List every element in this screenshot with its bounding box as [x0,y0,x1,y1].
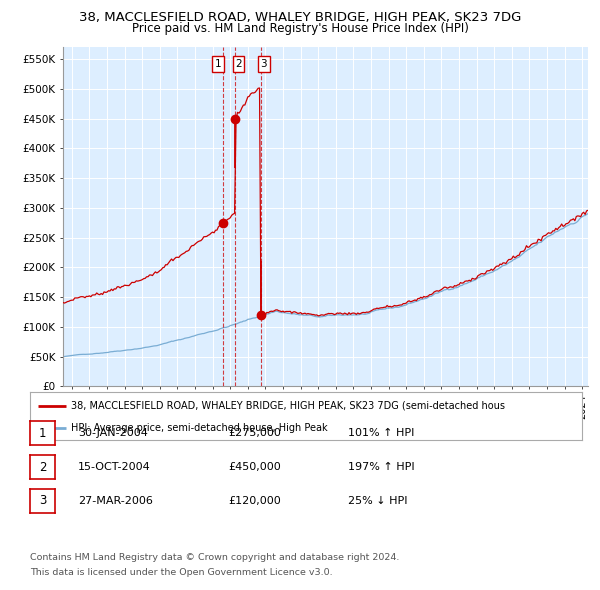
Text: 1: 1 [39,427,46,440]
Text: 25% ↓ HPI: 25% ↓ HPI [348,496,407,506]
Text: £275,000: £275,000 [228,428,281,438]
Text: 15-OCT-2004: 15-OCT-2004 [78,462,151,472]
Text: 101% ↑ HPI: 101% ↑ HPI [348,428,415,438]
Text: 2: 2 [39,461,46,474]
Text: 197% ↑ HPI: 197% ↑ HPI [348,462,415,472]
Text: Price paid vs. HM Land Registry's House Price Index (HPI): Price paid vs. HM Land Registry's House … [131,22,469,35]
Text: 27-MAR-2006: 27-MAR-2006 [78,496,153,506]
Text: HPI: Average price, semi-detached house, High Peak: HPI: Average price, semi-detached house,… [71,423,328,432]
Text: 38, MACCLESFIELD ROAD, WHALEY BRIDGE, HIGH PEAK, SK23 7DG: 38, MACCLESFIELD ROAD, WHALEY BRIDGE, HI… [79,11,521,24]
Text: 2: 2 [235,59,242,69]
Text: 3: 3 [39,494,46,507]
Text: 1: 1 [215,59,222,69]
Text: 38, MACCLESFIELD ROAD, WHALEY BRIDGE, HIGH PEAK, SK23 7DG (semi-detached hous: 38, MACCLESFIELD ROAD, WHALEY BRIDGE, HI… [71,401,505,411]
Text: 30-JAN-2004: 30-JAN-2004 [78,428,148,438]
Text: £450,000: £450,000 [228,462,281,472]
Text: 3: 3 [260,59,267,69]
Text: Contains HM Land Registry data © Crown copyright and database right 2024.: Contains HM Land Registry data © Crown c… [30,553,400,562]
Text: This data is licensed under the Open Government Licence v3.0.: This data is licensed under the Open Gov… [30,568,332,577]
Text: £120,000: £120,000 [228,496,281,506]
